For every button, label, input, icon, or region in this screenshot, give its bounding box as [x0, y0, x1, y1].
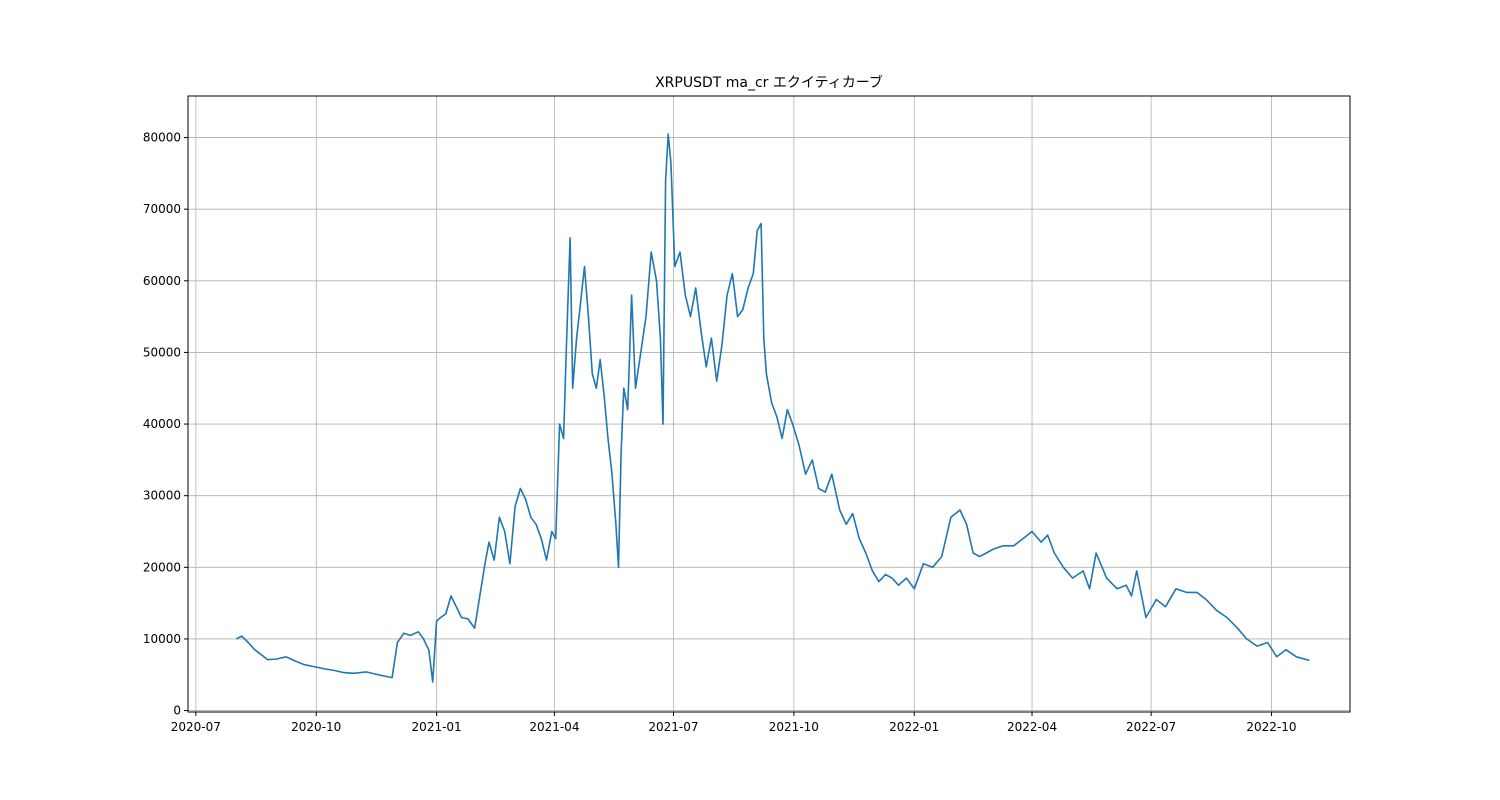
y-tick-label: 20000 — [143, 560, 181, 574]
x-tick-label: 2021-07 — [648, 720, 698, 734]
x-tick-label: 2021-04 — [529, 720, 579, 734]
y-tick-label: 50000 — [143, 345, 181, 359]
x-tick-label: 2021-01 — [412, 720, 462, 734]
y-tick-label: 60000 — [143, 274, 181, 288]
series-layer — [236, 133, 1310, 683]
y-tick-label: 70000 — [143, 202, 181, 216]
y-tick-label: 80000 — [143, 131, 181, 145]
grid — [188, 96, 1350, 712]
plot-frame — [187, 95, 1351, 713]
chart-title: XRPUSDT ma_cr エクイティカーブ — [655, 74, 883, 91]
x-tick-label: 2021-10 — [769, 720, 819, 734]
equity-series-line — [236, 133, 1310, 683]
x-tick-label: 2022-10 — [1246, 720, 1296, 734]
y-tick-label: 30000 — [143, 489, 181, 503]
x-tick-label: 2022-07 — [1126, 720, 1176, 734]
x-tick-label: 2020-10 — [291, 720, 341, 734]
y-tick-label: 40000 — [143, 417, 181, 431]
x-tick-label: 2022-01 — [889, 720, 939, 734]
x-tick-label: 2020-07 — [171, 720, 221, 734]
x-axis: 2020-07 2020-10 2021-01 2021-04 2021-07 2021-… — [171, 712, 1297, 734]
y-axis: 0 10000 20000 30000 40000 50000 60000 70000 8000… — [143, 131, 188, 718]
x-tick-label: 2022-04 — [1007, 720, 1057, 734]
y-tick-label: 10000 — [143, 632, 181, 646]
y-tick-label: 0 — [173, 704, 181, 718]
